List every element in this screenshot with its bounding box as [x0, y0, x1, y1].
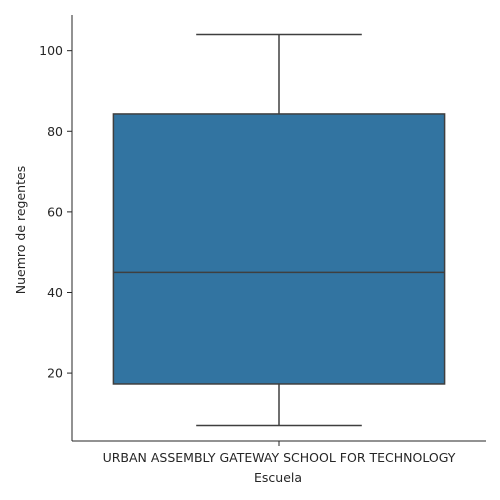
y-tick-label: 60 [47, 204, 63, 219]
box-layer [112, 33, 446, 427]
y-axis-label: Nuemro de regentes [13, 166, 28, 294]
y-tick-label: 20 [47, 366, 63, 381]
y-tick-label: 80 [47, 124, 63, 139]
y-tick-label: 40 [47, 285, 63, 300]
ticks-layer: 20 40 60 80 100 URBAN ASSEMBLY GATEWAY SCHOOL… [39, 43, 456, 465]
y-tick-label: 100 [39, 43, 63, 58]
x-axis-label: Escuela [254, 470, 302, 485]
box-iqr [112, 113, 446, 385]
x-tick-label: URBAN ASSEMBLY GATEWAY SCHOOL FOR TECHNO… [103, 450, 456, 465]
